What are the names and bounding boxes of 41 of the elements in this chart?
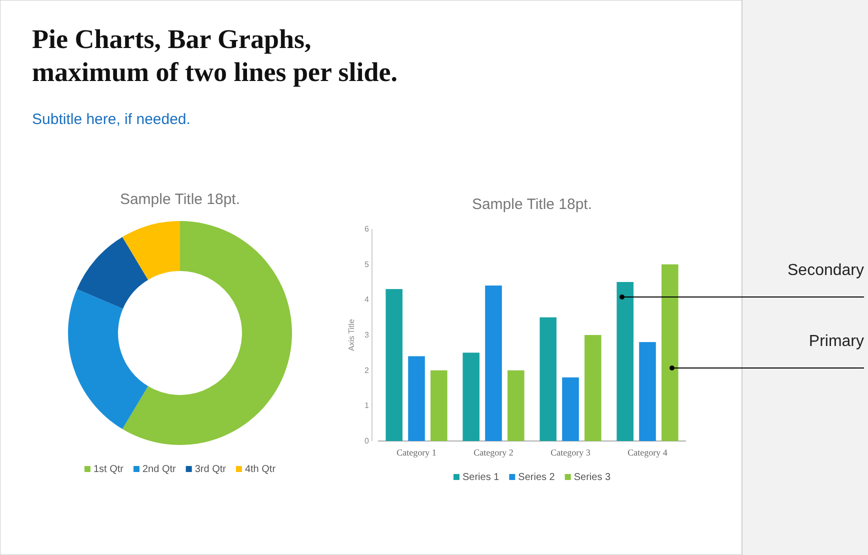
bar — [562, 377, 579, 441]
legend-label: 2nd Qtr — [142, 464, 176, 475]
donut-slice — [122, 221, 292, 445]
chart-title: Sample Title 18pt. — [120, 191, 240, 208]
bar — [639, 342, 656, 441]
text: Primary — [808, 333, 864, 350]
text: Pie Charts, Bar Graphs, maximum of two lines per slide. — [32, 24, 398, 87]
donut-slice — [76, 236, 148, 309]
legend-label: Series 1 — [462, 472, 500, 483]
legend-label: Series 3 — [574, 472, 611, 483]
bar — [616, 282, 634, 441]
y-axis-title: Axis Title — [347, 318, 356, 352]
bar — [485, 286, 502, 441]
chart-title: Sample Title 18pt. — [472, 196, 592, 213]
y-tick-label: 6 — [364, 224, 370, 234]
y-tick-label: 4 — [364, 295, 370, 304]
bar — [584, 335, 602, 441]
x-tick-label: Category 3 — [550, 447, 591, 458]
bar — [408, 356, 425, 441]
bar — [386, 289, 402, 441]
x-tick-label: Category 1 — [396, 447, 436, 458]
x-tick-label: Category 2 — [474, 447, 514, 458]
legend-label: 3rd Qtr — [194, 464, 227, 475]
y-tick-label: 5 — [364, 260, 370, 269]
bar — [662, 264, 678, 441]
bar — [430, 370, 448, 441]
y-tick-label: 2 — [364, 366, 370, 375]
text: Subtitle here, if needed. — [32, 111, 190, 128]
donut-slice — [122, 221, 180, 280]
text: Secondary — [788, 262, 864, 279]
bar — [508, 370, 524, 441]
bar — [462, 352, 480, 441]
legend-label: 4th Qtr — [244, 464, 276, 475]
donut-slice — [68, 289, 148, 430]
bar — [540, 317, 556, 441]
x-tick-label: Category 4 — [628, 447, 668, 458]
legend-label: Series 2 — [518, 472, 556, 483]
y-tick-label: 3 — [364, 330, 370, 340]
y-tick-label: 0 — [364, 436, 370, 446]
y-tick-label: 1 — [364, 401, 370, 410]
legend-label: 1st Qtr — [93, 464, 124, 475]
